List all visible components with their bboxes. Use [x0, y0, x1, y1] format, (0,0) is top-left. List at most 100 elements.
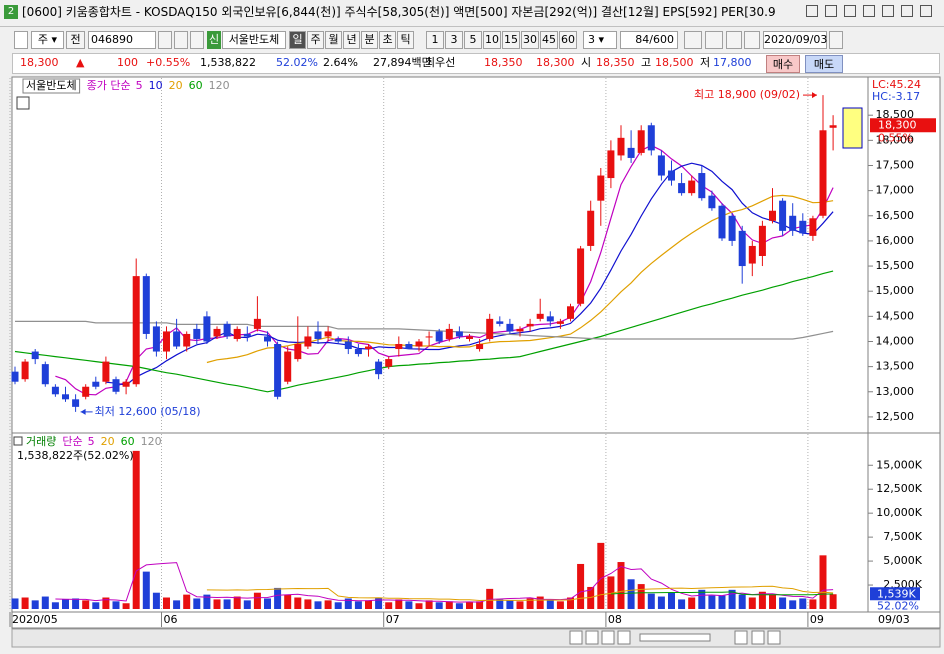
- volume-bar: [243, 600, 251, 609]
- candle-body: [466, 336, 473, 339]
- candle-body: [51, 386, 59, 395]
- candle-body: [496, 321, 504, 324]
- menu-icon[interactable]: [14, 31, 28, 49]
- y-tick-label: 13,000: [876, 385, 915, 398]
- control-icon[interactable]: [882, 5, 894, 17]
- control-icon[interactable]: [806, 5, 818, 17]
- link-button[interactable]: [190, 31, 204, 49]
- volume-bar: [728, 589, 736, 609]
- y-tick-label: 15,500: [876, 259, 915, 272]
- period-button[interactable]: 60: [559, 31, 577, 49]
- candle-body: [567, 306, 574, 319]
- volume-bar: [233, 596, 241, 609]
- volume-bar: [395, 599, 403, 609]
- scroll-button[interactable]: [601, 630, 615, 645]
- volume-bar: [698, 589, 706, 609]
- candle-body: [41, 364, 49, 385]
- volume-bar: [799, 598, 807, 609]
- candle-body: [375, 361, 383, 375]
- period-button[interactable]: 틱: [397, 31, 414, 49]
- volume: 1,538,822: [200, 56, 256, 69]
- calendar-button[interactable]: [829, 31, 843, 49]
- control-icon[interactable]: [825, 5, 837, 17]
- scroll-thumb[interactable]: [639, 633, 711, 642]
- period-button[interactable]: 3: [445, 31, 463, 49]
- period-button[interactable]: 15: [502, 31, 520, 49]
- volume-bar: [314, 601, 322, 609]
- volume-bar: [405, 601, 413, 609]
- candle-body: [718, 205, 726, 239]
- legend-item: 10: [149, 79, 163, 92]
- legend-prefix: 단순: [62, 435, 82, 448]
- code-input[interactable]: 046890: [88, 31, 156, 49]
- count-select[interactable]: 3 ▾: [583, 31, 617, 49]
- control-icon[interactable]: [844, 5, 856, 17]
- period-button[interactable]: 일: [289, 31, 306, 49]
- sell-button[interactable]: 매도: [805, 55, 843, 73]
- volume-bar: [11, 598, 19, 609]
- volume-bar: [738, 594, 746, 609]
- scroll-button[interactable]: [585, 630, 599, 645]
- period-button[interactable]: 30: [521, 31, 539, 49]
- scroll-button[interactable]: [751, 630, 765, 645]
- best-label: 최우선: [425, 56, 456, 69]
- volume-bar: [496, 599, 504, 609]
- control-icon[interactable]: [901, 5, 913, 17]
- control-icon[interactable]: [863, 5, 875, 17]
- period-button[interactable]: 월: [325, 31, 342, 49]
- volume-bar: [31, 600, 39, 609]
- scroll-button[interactable]: [569, 630, 583, 645]
- prev-button[interactable]: 전: [66, 31, 85, 49]
- buy-button[interactable]: 매수: [766, 55, 800, 73]
- volume-bar: [213, 599, 221, 609]
- volume-bar: [829, 594, 837, 609]
- candle-body: [294, 344, 302, 360]
- period-button[interactable]: 초: [379, 31, 396, 49]
- low: 17,800: [713, 56, 752, 69]
- volume-bar: [668, 592, 675, 609]
- scroll-button[interactable]: [767, 630, 781, 645]
- high-note: 최고 18,900 (09/02): [694, 88, 800, 101]
- control-icon[interactable]: [920, 5, 932, 17]
- period-button[interactable]: 5: [464, 31, 482, 49]
- candle-body: [142, 276, 150, 334]
- grid-icon[interactable]: [16, 96, 30, 110]
- tool-button[interactable]: [705, 31, 723, 49]
- period-button[interactable]: 년: [343, 31, 360, 49]
- sound-button[interactable]: [174, 31, 188, 49]
- ask: 18,350: [484, 56, 523, 69]
- volume-bar: [425, 600, 433, 609]
- volume-bar: [819, 555, 827, 609]
- period-button[interactable]: 1: [426, 31, 444, 49]
- candle-body: [324, 331, 332, 337]
- period-button[interactable]: 10: [483, 31, 501, 49]
- period-button[interactable]: 45: [540, 31, 558, 49]
- window-number: 2: [4, 5, 18, 19]
- scroll-button[interactable]: [617, 630, 631, 645]
- scrollbar[interactable]: [11, 628, 941, 648]
- x-tick-label: 07: [386, 613, 400, 626]
- period-button[interactable]: 주: [307, 31, 324, 49]
- legend-item: 120: [141, 435, 162, 448]
- tool-button[interactable]: [726, 31, 742, 49]
- scroll-button[interactable]: [734, 630, 748, 645]
- legend-name: 서울반도체: [26, 79, 77, 92]
- tool-button[interactable]: [684, 31, 702, 49]
- date-input[interactable]: 2020/09/03: [763, 31, 827, 49]
- volume-bar: [546, 600, 554, 609]
- search-button[interactable]: [158, 31, 172, 49]
- market-select[interactable]: 주 ▾: [31, 31, 64, 49]
- window-title: [0600] 키움종합차트 - KOSDAQ150 외국인보유[6,844(천)…: [22, 5, 776, 19]
- settings-button[interactable]: [744, 31, 760, 49]
- panel-icon[interactable]: [13, 436, 23, 446]
- period-button[interactable]: 분: [361, 31, 378, 49]
- high-label: 고: [641, 56, 652, 69]
- candle-body: [708, 195, 716, 209]
- volume-bar: [152, 592, 160, 609]
- volume-bar: [688, 597, 696, 609]
- volume-bar: [627, 579, 635, 609]
- candle-body: [809, 218, 817, 236]
- volume-bar: [466, 602, 473, 609]
